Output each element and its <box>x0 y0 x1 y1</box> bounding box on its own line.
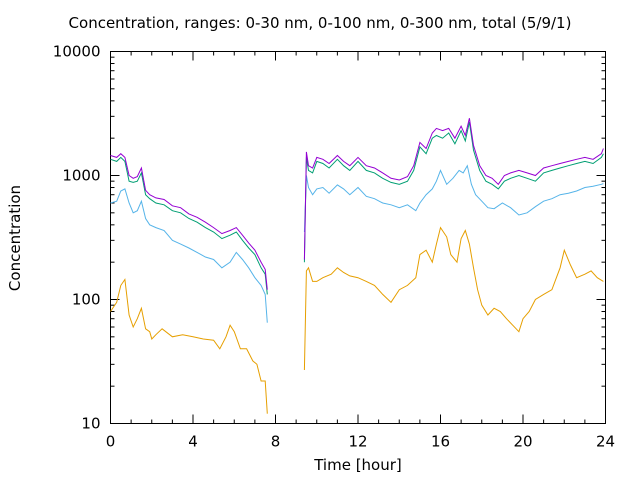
y-tick-label: 100 <box>72 291 101 309</box>
series-line-2 <box>110 164 604 323</box>
x-tick-label: 24 <box>596 433 615 451</box>
x-tick-label: 0 <box>106 433 116 451</box>
series-line-1 <box>110 226 604 414</box>
y-axis-label: Concentration <box>6 184 24 292</box>
x-tick-label: 12 <box>348 433 367 451</box>
x-tick-label: 4 <box>188 433 198 451</box>
y-tick-label: 10000 <box>53 43 101 61</box>
x-tick-label: 20 <box>513 433 532 451</box>
plot-frame <box>110 51 606 424</box>
axis-tick-labels: 0 4 8 12 16 20 24 10 100 1000 10000 <box>53 43 615 451</box>
x-tick-label: 16 <box>431 433 450 451</box>
series-line-4 <box>110 118 604 290</box>
axis-ticks <box>110 51 606 424</box>
y-tick-label: 10 <box>81 415 100 433</box>
x-axis-label: Time [hour] <box>314 456 402 474</box>
series-line-3 <box>110 121 604 295</box>
chart-title: Concentration, ranges: 0-30 nm, 0-100 nm… <box>68 14 572 32</box>
x-tick-label: 8 <box>271 433 281 451</box>
y-tick-label: 1000 <box>62 167 100 185</box>
series-lines <box>110 118 604 414</box>
